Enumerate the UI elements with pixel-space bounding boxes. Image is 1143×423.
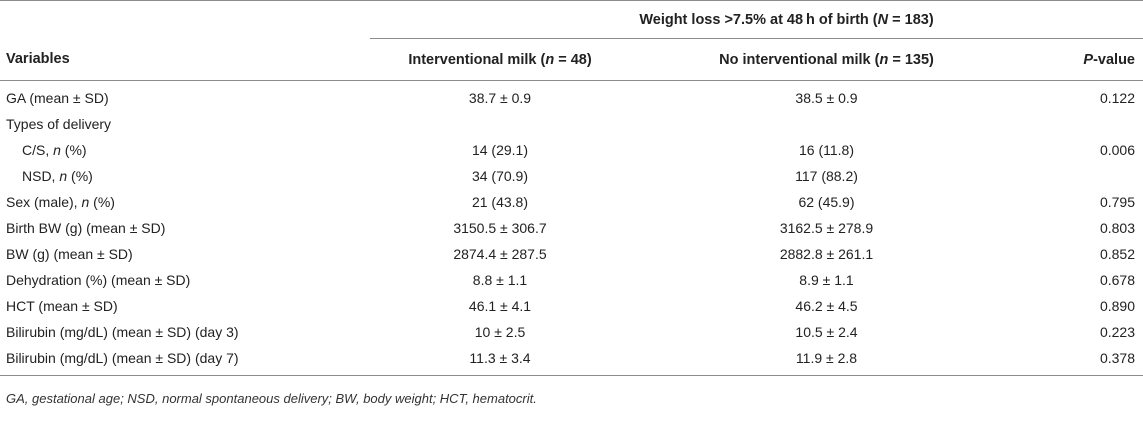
row-label: Birth BW (g) (mean ± SD) xyxy=(6,220,166,236)
cell-pvalue: 0.378 xyxy=(1023,345,1143,376)
table-row: BW (g) (mean ± SD) 2874.4 ± 287.5 2882.8 ±… xyxy=(0,241,1143,267)
cell-no-interventional xyxy=(630,111,1023,137)
cell-no-interventional: 62 (45.9) xyxy=(798,194,855,210)
table-row: Bilirubin (mg/dL) (mean ± SD) (day 7) 11.… xyxy=(0,345,1143,376)
table-row: Dehydration (%) (mean ± SD) 8.8 ± 1.1 8.9 … xyxy=(0,267,1143,293)
column-header-row: Variables Interventional milk (n = 48) N… xyxy=(0,38,1143,81)
table-row: Birth BW (g) (mean ± SD) 3150.5 ± 306.7 31… xyxy=(0,215,1143,241)
row-label: C/S, n (%) xyxy=(22,142,87,158)
column-header-interventional: Interventional milk (n = 48) xyxy=(370,38,630,81)
cell-interventional xyxy=(370,111,630,137)
row-label: BW (g) (mean ± SD) xyxy=(6,246,133,262)
cell-pvalue: 0.006 xyxy=(1099,142,1136,158)
row-label: NSD, n (%) xyxy=(22,168,93,184)
cell-no-interventional: 16 (11.8) xyxy=(799,142,854,158)
table-footnote: GA, gestational age; NSD, normal spontan… xyxy=(6,391,537,406)
row-label: GA (mean ± SD) xyxy=(6,90,109,106)
cell-pvalue: 0.223 xyxy=(1099,324,1136,340)
cell-no-interventional: 2882.8 ± 261.1 xyxy=(779,246,874,262)
spanning-header-row: Weight loss >7.5% at 48 h of birth (N = … xyxy=(0,0,1143,39)
column-header-variables: Variables xyxy=(0,38,370,81)
table-row: Types of delivery xyxy=(0,111,1143,137)
row-label: Sex (male), n (%) xyxy=(6,194,115,210)
cell-pvalue: 0.678 xyxy=(1099,272,1136,288)
cell-interventional: 11.3 ± 3.4 xyxy=(370,345,630,376)
spanning-header-blank xyxy=(0,0,370,39)
cell-interventional: 46.1 ± 4.1 xyxy=(468,298,532,314)
row-label: HCT (mean ± SD) xyxy=(6,298,118,314)
column-header-pvalue: P-value xyxy=(1023,38,1143,81)
table-row: C/S, n (%) 14 (29.1) 16 (11.8) 0.006 xyxy=(0,137,1143,163)
cell-pvalue: 0.795 xyxy=(1099,194,1136,210)
cell-interventional: 14 (29.1) xyxy=(471,142,529,158)
cell-interventional: 34 (70.9) xyxy=(471,168,529,184)
cell-interventional: 8.8 ± 1.1 xyxy=(472,272,528,288)
cell-interventional: 3150.5 ± 306.7 xyxy=(453,220,547,236)
cell-no-interventional: 11.9 ± 2.8 xyxy=(630,345,1023,376)
cell-no-interventional: 117 (88.2) xyxy=(795,168,858,184)
cell-no-interventional: 46.2 ± 4.5 xyxy=(795,298,858,314)
data-table: Weight loss >7.5% at 48 h of birth (N = … xyxy=(0,0,1143,376)
cell-pvalue xyxy=(1023,163,1143,189)
table-row: HCT (mean ± SD) 46.1 ± 4.1 46.2 ± 4.5 0.890 xyxy=(0,293,1143,319)
cell-pvalue: 0.803 xyxy=(1099,220,1136,236)
cell-pvalue xyxy=(1023,111,1143,137)
row-label: Bilirubin (mg/dL) (mean ± SD) (day 7) xyxy=(0,345,370,376)
cell-pvalue: 0.122 xyxy=(1099,90,1136,106)
cell-no-interventional: 3162.5 ± 278.9 xyxy=(779,220,874,236)
cell-no-interventional: 10.5 ± 2.4 xyxy=(795,324,858,340)
cell-no-interventional: 38.5 ± 0.9 xyxy=(795,90,858,106)
spanning-header: Weight loss >7.5% at 48 h of birth (N = … xyxy=(370,0,1143,39)
column-header-no-interventional: No interventional milk (n = 135) xyxy=(630,38,1023,81)
row-label: Bilirubin (mg/dL) (mean ± SD) (day 3) xyxy=(6,324,239,340)
cell-interventional: 2874.4 ± 287.5 xyxy=(453,246,547,262)
cell-pvalue: 0.852 xyxy=(1099,246,1136,262)
cell-interventional: 38.7 ± 0.9 xyxy=(468,90,532,106)
cell-interventional: 21 (43.8) xyxy=(471,194,529,210)
table-row: GA (mean ± SD) 38.7 ± 0.9 38.5 ± 0.9 0.122 xyxy=(0,81,1143,112)
table-row: Bilirubin (mg/dL) (mean ± SD) (day 3) 10 … xyxy=(0,319,1143,345)
table-row: Sex (male), n (%) 21 (43.8) 62 (45.9) 0.795 xyxy=(0,189,1143,215)
cell-no-interventional: 8.9 ± 1.1 xyxy=(799,272,854,288)
row-label: Dehydration (%) (mean ± SD) xyxy=(6,272,191,288)
table-row: NSD, n (%) 34 (70.9) 117 (88.2) xyxy=(0,163,1143,189)
cell-pvalue: 0.890 xyxy=(1099,298,1136,314)
row-label: Types of delivery xyxy=(6,116,112,132)
cell-interventional: 10 ± 2.5 xyxy=(474,324,526,340)
